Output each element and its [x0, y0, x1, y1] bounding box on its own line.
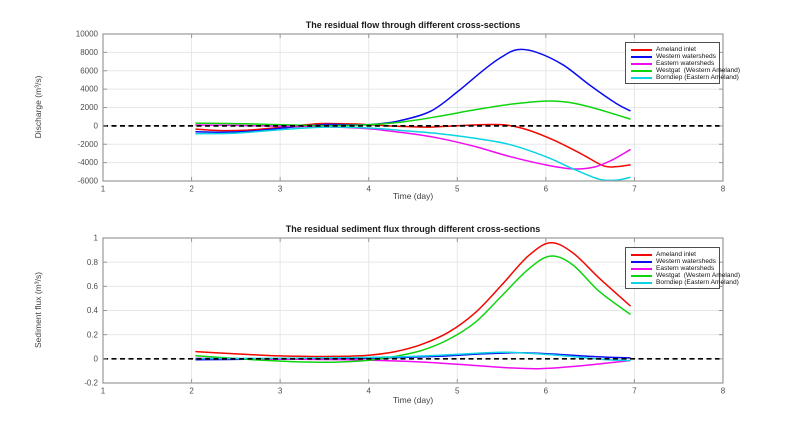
legend-item-label: Western watersheds [656, 258, 716, 265]
y-tick-label: 0.2 [87, 330, 99, 339]
flow-legend: Ameland inlet Western watersheds Eastern w… [625, 42, 740, 84]
series-line-borndiep-eastern-ameland- [195, 126, 631, 182]
legend-line-sample [631, 253, 652, 256]
series-line-westgat-western-ameland- [195, 255, 631, 364]
y-tick-label: 4000 [80, 85, 98, 94]
y-tick-label: 1 [94, 234, 99, 243]
legend-item-label: Western watersheds [656, 53, 716, 60]
legend-item-label: Borndiep (Eastern Ameland) [656, 74, 739, 81]
x-tick-label: 3 [278, 185, 283, 194]
series-line-eastern-watersheds [195, 357, 631, 370]
legend-line-sample [631, 260, 652, 263]
y-tick-label: -4000 [78, 158, 99, 167]
legend-item: Borndiep (Eastern Ameland) [631, 279, 739, 286]
y-tick-label: 0.4 [87, 306, 99, 315]
sediment-legend: Ameland inlet Western watersheds Eastern w… [625, 247, 740, 289]
legend-item: Ameland inlet [631, 46, 714, 53]
y-tick-label: 0 [94, 121, 99, 130]
legend-line-sample [631, 62, 652, 65]
legend-item: Western watersheds [631, 53, 716, 60]
x-tick-label: 3 [278, 387, 283, 396]
legend-item: Westgat (Western Ameland) [631, 67, 740, 74]
legend-line-sample [631, 281, 652, 284]
legend-line-sample [631, 48, 652, 51]
legend-item-label: Ameland inlet [656, 46, 696, 53]
chart-1: 1 2 3 4 5 6 7 8 -0.2 0 0.2 0.4 0.6 0.8 1 [84, 234, 726, 396]
x-tick-label: 5 [455, 185, 460, 194]
legend-line-sample [631, 69, 652, 72]
legend-item: Eastern watersheds [631, 265, 714, 272]
legend-item: Ameland inlet [631, 251, 714, 258]
legend-item-label: Westgat (Western Ameland) [656, 272, 741, 279]
series-line-western-watersheds [195, 48, 631, 134]
legend-line-sample [631, 274, 652, 277]
series-line-ameland-inlet [195, 122, 631, 168]
series-line-westgat-western-ameland- [195, 100, 631, 127]
sediment-chart-title: The residual sediment flux through diffe… [285, 224, 541, 234]
legend-item-label: Borndiep (Eastern Ameland) [656, 279, 739, 286]
series-line-ameland-inlet [195, 242, 631, 358]
x-tick-label: 6 [544, 387, 549, 396]
y-tick-label: -0.2 [84, 379, 98, 388]
legend-line-sample [631, 267, 652, 270]
legend-item-label: Eastern watersheds [656, 60, 715, 67]
sediment-y-axis-label: Sediment flux (m³/s) [33, 271, 43, 349]
legend-item: Borndiep (Eastern Ameland) [631, 74, 739, 81]
x-tick-label: 1 [101, 387, 106, 396]
y-tick-label: 0.6 [87, 282, 99, 291]
legend-item-label: Ameland inlet [656, 251, 696, 258]
x-tick-label: 6 [544, 185, 549, 194]
flow-chart-title: The residual flow through different cros… [305, 20, 521, 30]
x-tick-label: 8 [721, 387, 726, 396]
flow-y-axis-label: Discharge (m³/s) [33, 75, 43, 139]
legend-item-label: Eastern watersheds [656, 265, 715, 272]
x-tick-label: 4 [366, 185, 371, 194]
y-tick-label: 6000 [80, 66, 98, 75]
y-tick-label: 2000 [80, 103, 98, 112]
legend-line-sample [631, 76, 652, 79]
legend-item: Western watersheds [631, 258, 716, 265]
y-tick-label: 8000 [80, 48, 98, 57]
flow-x-axis-label: Time (day) [392, 191, 434, 201]
x-tick-label: 7 [632, 387, 637, 396]
y-tick-label: 0 [94, 354, 99, 363]
legend-item-label: Westgat (Western Ameland) [656, 67, 741, 74]
x-tick-label: 2 [189, 185, 194, 194]
x-tick-label: 7 [632, 185, 637, 194]
y-tick-label: -2000 [78, 140, 99, 149]
x-tick-label: 8 [721, 185, 726, 194]
x-tick-label: 4 [366, 387, 371, 396]
x-tick-label: 2 [189, 387, 194, 396]
y-tick-label: 10000 [76, 30, 99, 39]
sediment-x-axis-label: Time (day) [392, 395, 434, 405]
x-tick-label: 1 [101, 185, 106, 194]
y-tick-label: -6000 [78, 177, 99, 186]
legend-item: Westgat (Western Ameland) [631, 272, 740, 279]
legend-line-sample [631, 55, 652, 58]
x-tick-label: 5 [455, 387, 460, 396]
legend-item: Eastern watersheds [631, 60, 714, 67]
y-tick-label: 0.8 [87, 258, 99, 267]
chart-0: 1 2 3 4 5 6 7 8 -6000 -4000 -2000 0 2000 4000 6000 8000… [76, 30, 726, 194]
